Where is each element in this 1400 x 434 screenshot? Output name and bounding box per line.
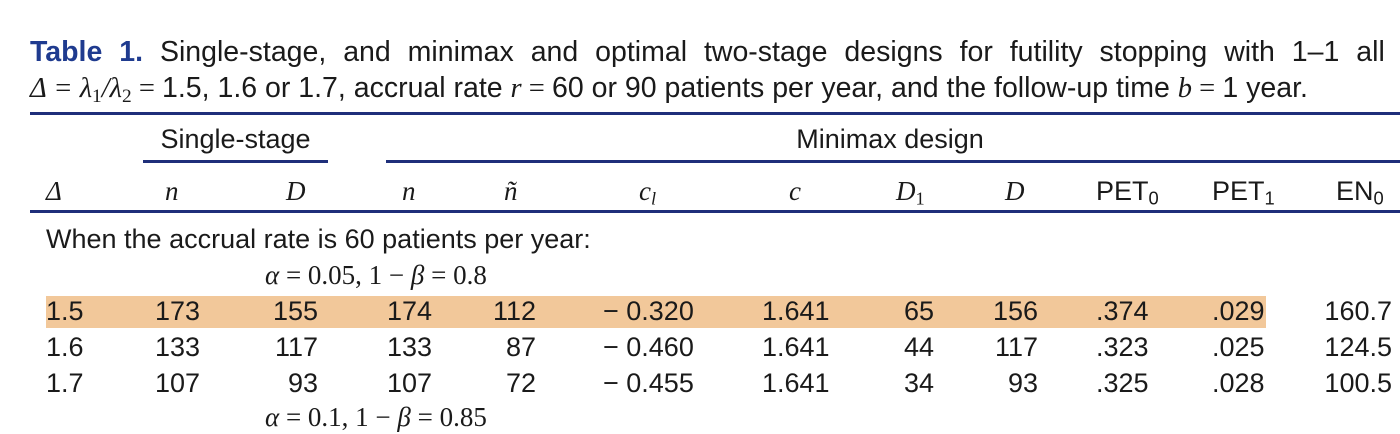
col-header-en0-sub: 0 (1373, 187, 1384, 209)
caption-slash-lambda: /λ (101, 73, 122, 104)
col-header-n-minimax: n (402, 176, 416, 206)
cell-n-single: 107 (155, 368, 201, 398)
cell-d: 117 (994, 332, 1038, 362)
caption-text-a: 1.5, 1.6 or 1.7, accrual rate (162, 72, 511, 104)
col-header-c: c (789, 176, 801, 206)
caption-eq-2: = (131, 73, 163, 104)
caption-line-1: Table 1. Single-stage, and minimax and o… (30, 34, 1400, 70)
cell-d: 156 (992, 296, 1038, 326)
cell-n-minimax: 107 (387, 368, 433, 398)
cell-d1: 44 (903, 332, 934, 362)
col-header-d1-base: D (896, 176, 916, 206)
cell-ntilde: 112 (492, 296, 536, 326)
cell-ntilde: 87 (505, 332, 536, 362)
col-header-cl-base: c (639, 176, 651, 206)
col-header-d1: D1 (896, 176, 925, 209)
caption-r: r (510, 73, 522, 104)
cell-en0: 160.7 (1324, 296, 1392, 326)
col-header-ntilde: ñ (504, 176, 518, 206)
col-header-cl: cl (639, 176, 657, 209)
condition-label-1: α = 0.05, 1 − β = 0.8 (265, 260, 487, 290)
cell-pet0: .374 (1096, 296, 1149, 326)
condition-1-alpha: α (265, 260, 280, 290)
cell-n-minimax: 133 (387, 332, 433, 362)
cell-d-single: 155 (272, 296, 318, 326)
col-header-d: D (1005, 176, 1025, 206)
condition-label-2: α = 0.1, 1 − β = 0.85 (265, 402, 487, 432)
table-caption: Table 1. Single-stage, and minimax and o… (30, 34, 1400, 107)
group-rule-single-stage (143, 160, 328, 163)
highlighted-row-background (46, 296, 1266, 328)
col-header-cl-sub: l (650, 188, 657, 209)
top-rule (30, 112, 1400, 115)
cell-d-single: 117 (274, 332, 318, 362)
cell-d-single: 93 (287, 368, 318, 398)
condition-1-eq2: = 0.8 (424, 260, 487, 290)
caption-label: Table 1. (30, 36, 144, 68)
cell-n-single: 133 (155, 332, 201, 362)
cell-delta: 1.7 (46, 368, 84, 398)
condition-2-beta: β (397, 402, 411, 432)
col-header-pet1: PET1 (1212, 176, 1275, 209)
group-rule-minimax (386, 160, 1400, 163)
condition-2-eq2: = 0.85 (410, 402, 487, 432)
caption-text-b: 60 or 90 patients per year, and the foll… (551, 72, 1178, 104)
condition-2-alpha: α (265, 402, 280, 432)
cell-c: 1.641 (762, 296, 830, 326)
caption-eq-4: = (1192, 73, 1223, 104)
cell-pet0: .325 (1096, 368, 1149, 398)
cell-pet0: .323 (1096, 332, 1149, 362)
condition-1-eq1: = 0.05, 1 − (279, 260, 411, 290)
cell-d1: 65 (903, 296, 934, 326)
caption-sub-2: 2 (122, 85, 132, 107)
cell-en0: 100.5 (1324, 368, 1392, 398)
col-header-pet1-base: PET (1212, 176, 1265, 206)
col-header-pet1-sub: 1 (1264, 187, 1275, 209)
caption-sub-1: 1 (92, 85, 102, 107)
cell-cl: − 0.320 (603, 296, 694, 326)
group-header-single-stage: Single-stage (160, 124, 311, 154)
cell-en0: 124.5 (1324, 332, 1392, 362)
condition-1-beta: β (410, 260, 425, 290)
col-header-pet0: PET0 (1096, 176, 1159, 209)
cell-c: 1.641 (762, 332, 830, 362)
cell-delta: 1.5 (46, 296, 84, 326)
cell-delta: 1.6 (46, 332, 84, 362)
section-label-60: When the accrual rate is 60 patients per… (46, 224, 591, 254)
group-header-minimax: Minimax design (796, 124, 984, 154)
cell-c: 1.641 (762, 368, 830, 398)
cell-pet1: .028 (1212, 368, 1265, 398)
caption-line-2: Δ = λ1/λ2 = 1.5, 1.6 or 1.7, accrual rat… (30, 70, 1400, 107)
cell-n-minimax: 174 (387, 296, 433, 326)
col-header-pet0-base: PET (1096, 176, 1149, 206)
header-bottom-rule (30, 210, 1400, 213)
caption-text: Single-stage, and minimax and optimal tw… (159, 36, 1385, 68)
col-header-en0-base: EN (1336, 176, 1374, 206)
cell-d: 93 (1007, 368, 1038, 398)
cell-cl: − 0.455 (603, 368, 694, 398)
cell-ntilde: 72 (505, 368, 536, 398)
caption-text-c: 1 year. (1222, 72, 1308, 104)
caption-b: b (1177, 73, 1193, 104)
cell-pet1: .025 (1212, 332, 1265, 362)
cell-d1: 34 (903, 368, 934, 398)
caption-delta: Δ (30, 73, 47, 104)
col-header-pet0-sub: 0 (1148, 187, 1159, 209)
cell-cl: − 0.460 (603, 332, 694, 362)
condition-2-eq1: = 0.1, 1 − (279, 402, 398, 432)
cell-n-single: 173 (155, 296, 201, 326)
caption-eq-3: = (521, 73, 552, 104)
caption-eq-lambda: = λ (46, 73, 93, 104)
col-header-n-single: n (165, 176, 179, 206)
col-header-d1-sub: 1 (915, 188, 925, 209)
col-header-delta: Δ (46, 176, 62, 206)
col-header-d-single: D (286, 176, 306, 206)
col-header-en0: EN0 (1336, 176, 1384, 209)
cell-pet1: .029 (1212, 296, 1265, 326)
